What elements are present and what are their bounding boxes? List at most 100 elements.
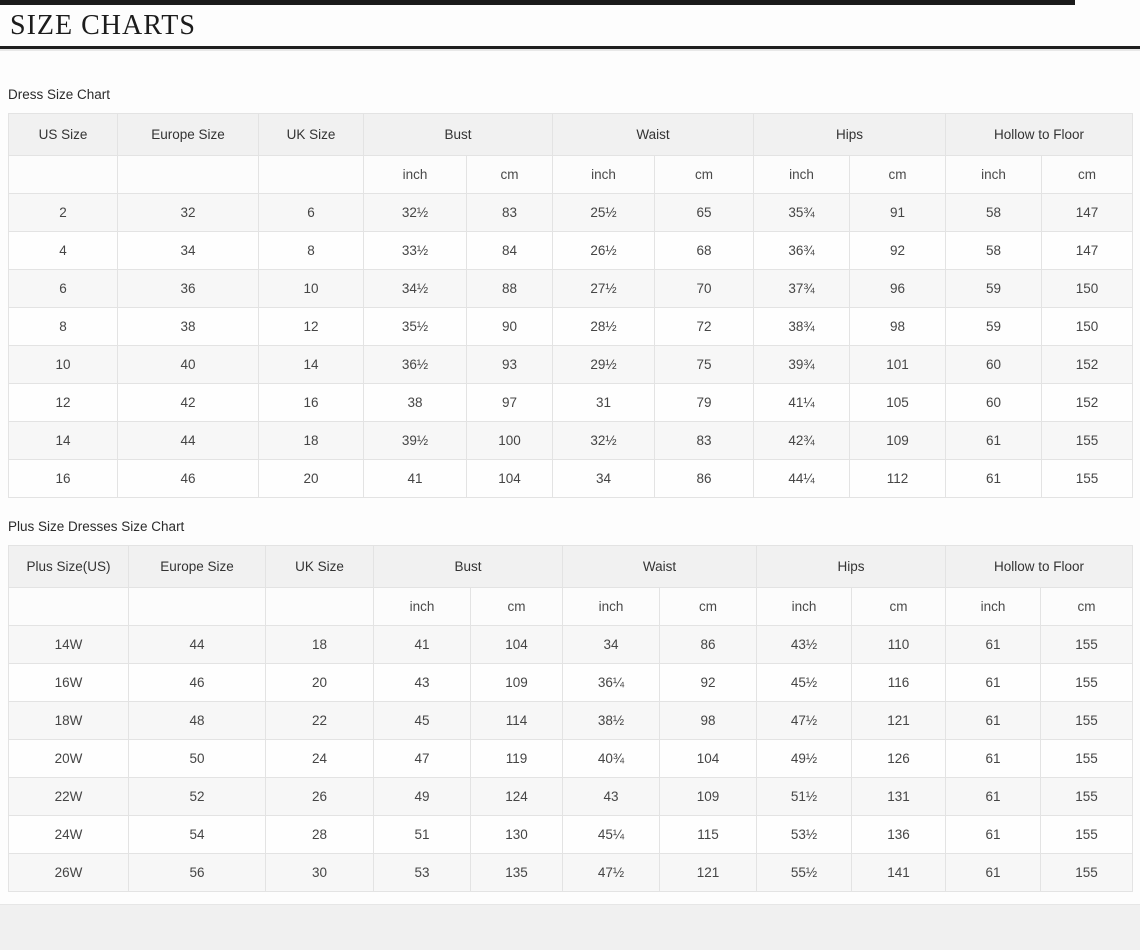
unit-header-row: inch cm inch cm inch cm inch cm <box>8 587 1134 626</box>
cell: 6 <box>258 193 364 232</box>
cell: 47 <box>373 739 471 778</box>
table-row: 16 46 20 41 104 34 86 44¼ 112 61 155 <box>8 459 1134 498</box>
cell: 16W <box>8 663 129 702</box>
cell: 116 <box>851 663 947 702</box>
table-row: 24W 54 28 51 130 45¼ 115 53½ 136 61 155 <box>8 815 1134 854</box>
cell: 12 <box>8 383 118 422</box>
cell: 41 <box>363 459 467 498</box>
cell: 61 <box>945 815 1042 854</box>
cell: 49 <box>373 777 471 816</box>
cell: 46 <box>117 459 259 498</box>
cell: 86 <box>659 625 758 664</box>
cell: 4 <box>8 231 118 270</box>
cell: 86 <box>654 459 755 498</box>
cell: 41¼ <box>753 383 851 422</box>
cell: 22W <box>8 777 129 816</box>
table-row: 20W 50 24 47 119 40¾ 104 49½ 126 61 155 <box>8 739 1134 778</box>
plus-size-chart-label: Plus Size Dresses Size Chart <box>8 519 185 534</box>
cell: 55½ <box>756 853 853 892</box>
unit-header-cm: cm <box>851 587 947 626</box>
cell: 26½ <box>552 231 656 270</box>
cell: 38 <box>117 307 259 346</box>
cell: 49½ <box>756 739 853 778</box>
cell: 12 <box>258 307 364 346</box>
cell: 91 <box>849 193 947 232</box>
cell: 109 <box>469 663 564 702</box>
unit-header-inch: inch <box>945 155 1043 194</box>
cell: 28 <box>265 815 374 854</box>
cell: 38½ <box>562 701 661 740</box>
cell: 46 <box>128 663 266 702</box>
cell: 141 <box>851 853 947 892</box>
table-row: 26W 56 30 53 135 47½ 121 55½ 141 61 155 <box>8 853 1134 892</box>
cell: 20 <box>265 663 374 702</box>
table-row: 6 36 10 34½ 88 27½ 70 37¾ 96 59 150 <box>8 269 1134 308</box>
cell: 58 <box>945 193 1043 232</box>
cell: 14 <box>8 421 118 460</box>
table-row: 4 34 8 33½ 84 26½ 68 36¾ 92 58 147 <box>8 231 1134 270</box>
cell: 51 <box>373 815 471 854</box>
cell: 34 <box>562 625 661 664</box>
title-divider <box>0 46 1140 51</box>
cell: 136 <box>851 815 947 854</box>
cell: 83 <box>654 421 755 460</box>
cell: 112 <box>849 459 947 498</box>
cell: 59 <box>945 269 1043 308</box>
cell: 44 <box>128 625 266 664</box>
table-row: 18W 48 22 45 114 38½ 98 47½ 121 61 155 <box>8 701 1134 740</box>
cell: 155 <box>1040 625 1134 664</box>
cell: 155 <box>1041 459 1134 498</box>
cell: 26W <box>8 853 129 892</box>
cell: 34 <box>552 459 656 498</box>
cell: 10 <box>8 345 118 384</box>
cell: 34½ <box>363 269 467 308</box>
cell: 90 <box>465 307 554 346</box>
unit-header-inch: inch <box>945 587 1042 626</box>
unit-header-cm: cm <box>654 155 755 194</box>
cell: 40 <box>117 345 259 384</box>
cell: 100 <box>465 421 554 460</box>
cell: 45 <box>373 701 471 740</box>
cell: 61 <box>945 739 1042 778</box>
cell: 18 <box>265 625 374 664</box>
cell: 150 <box>1041 307 1134 346</box>
cell: 40¾ <box>562 739 661 778</box>
cell: 155 <box>1040 815 1134 854</box>
cell: 45¼ <box>562 815 661 854</box>
cell: 147 <box>1041 231 1134 270</box>
cell: 119 <box>469 739 564 778</box>
cell: 45½ <box>756 663 853 702</box>
cell: 33½ <box>363 231 467 270</box>
top-border-bar <box>0 0 1075 5</box>
cell: 38¾ <box>753 307 851 346</box>
cell: 130 <box>469 815 564 854</box>
cell: 47½ <box>756 701 853 740</box>
cell: 155 <box>1040 853 1134 892</box>
cell: 35¾ <box>753 193 851 232</box>
cell: 135 <box>469 853 564 892</box>
cell: 31 <box>552 383 656 422</box>
unit-header-row: inch cm inch cm inch cm inch cm <box>8 155 1134 194</box>
empty-cell <box>117 155 259 194</box>
cell: 14 <box>258 345 364 384</box>
cell: 36½ <box>363 345 467 384</box>
unit-header-cm: cm <box>659 587 758 626</box>
cell: 72 <box>654 307 755 346</box>
cell: 68 <box>654 231 755 270</box>
footer-background-strip <box>0 904 1140 950</box>
cell: 114 <box>469 701 564 740</box>
unit-header-inch: inch <box>756 587 853 626</box>
cell: 53 <box>373 853 471 892</box>
cell: 131 <box>851 777 947 816</box>
cell: 109 <box>659 777 758 816</box>
dress-size-table: US Size Europe Size UK Size Bust Waist H… <box>8 113 1134 498</box>
cell: 24 <box>265 739 374 778</box>
cell: 39¾ <box>753 345 851 384</box>
unit-header-cm: cm <box>465 155 554 194</box>
cell: 115 <box>659 815 758 854</box>
cell: 150 <box>1041 269 1134 308</box>
cell: 32½ <box>552 421 656 460</box>
cell: 36¼ <box>562 663 661 702</box>
table-row: 12 42 16 38 97 31 79 41¼ 105 60 152 <box>8 383 1134 422</box>
cell: 96 <box>849 269 947 308</box>
